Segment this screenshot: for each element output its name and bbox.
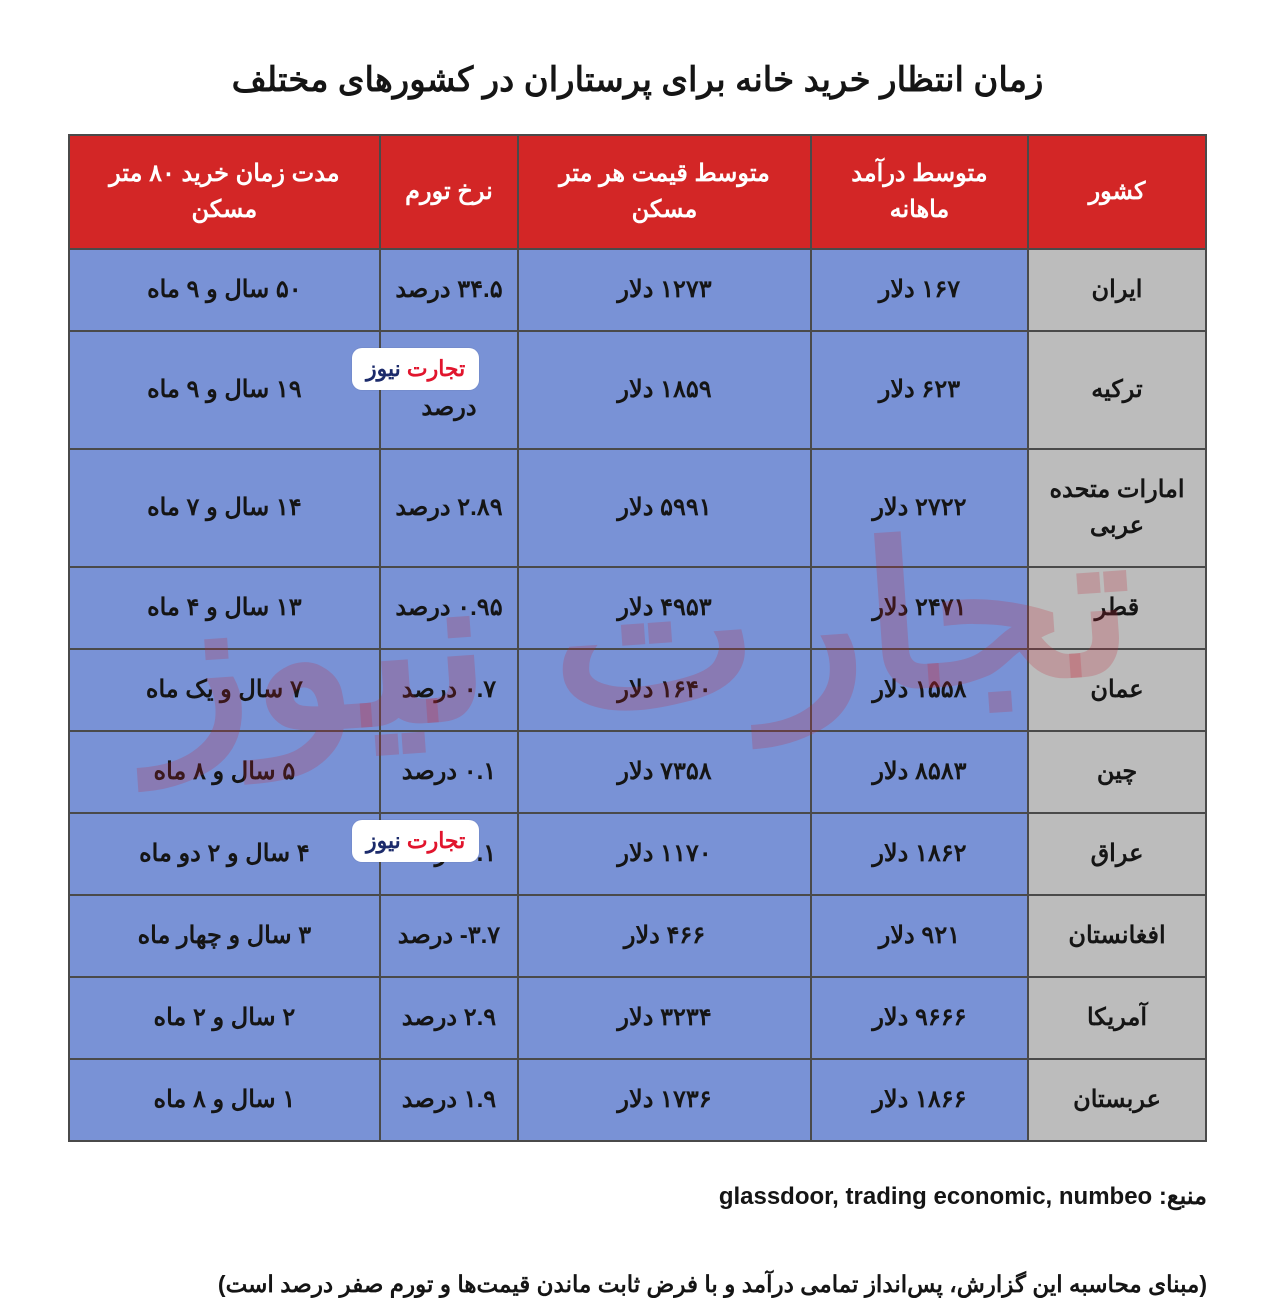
table-row: امارات متحده عربی۲۷۲۲ دلار۵۹۹۱ دلار۲.۸۹ … xyxy=(69,449,1206,567)
cell-income: ۱۵۵۸ دلار xyxy=(811,649,1028,731)
table-header-row: کشور متوسط درآمد ماهانه متوسط قیمت هر مت… xyxy=(69,135,1206,249)
cell-country: افغانستان xyxy=(1028,895,1206,977)
cell-inflation: ۲.۹ درصد xyxy=(380,977,518,1059)
cell-price: ۴۹۵۳ دلار xyxy=(518,567,811,649)
cell-price: ۱۸۵۹ دلار xyxy=(518,331,811,449)
cell-price: ۱۷۳۶ دلار xyxy=(518,1059,811,1141)
table-row: چین۸۵۸۳ دلار۷۳۵۸ دلار۰.۱ درصد۵ سال و ۸ م… xyxy=(69,731,1206,813)
cell-income: ۸۵۸۳ دلار xyxy=(811,731,1028,813)
cell-income: ۹۶۶۶ دلار xyxy=(811,977,1028,1059)
cell-country: قطر xyxy=(1028,567,1206,649)
cell-time: ۷ سال و یک ماه xyxy=(69,649,380,731)
cell-time: ۳ سال و چهار ماه xyxy=(69,895,380,977)
col-price-per-m: متوسط قیمت هر متر مسکن xyxy=(518,135,811,249)
cell-time: ۱۳ سال و ۴ ماه xyxy=(69,567,380,649)
cell-country: عراق xyxy=(1028,813,1206,895)
table-row: عربستان۱۸۶۶ دلار۱۷۳۶ دلار۱.۹ درصد۱ سال و… xyxy=(69,1059,1206,1141)
cell-inflation: ۱.۹ درصد xyxy=(380,1059,518,1141)
brand-badge-2: تجارت نیوز xyxy=(352,820,479,862)
cell-income: ۱۸۶۶ دلار xyxy=(811,1059,1028,1141)
col-country: کشور xyxy=(1028,135,1206,249)
brand-badge-2-second: نیوز xyxy=(366,828,401,853)
cell-time: ۵۰ سال و ۹ ماه xyxy=(69,249,380,331)
cell-price: ۱۲۷۳ دلار xyxy=(518,249,811,331)
cell-country: ایران xyxy=(1028,249,1206,331)
cell-income: ۲۷۲۲ دلار xyxy=(811,449,1028,567)
cell-country: ترکیه xyxy=(1028,331,1206,449)
col-inflation: نرخ تورم xyxy=(380,135,518,249)
comparison-table: کشور متوسط درآمد ماهانه متوسط قیمت هر مت… xyxy=(68,134,1207,1142)
table-body: ایران۱۶۷ دلار۱۲۷۳ دلار۳۴.۵ درصد۵۰ سال و … xyxy=(69,249,1206,1141)
cell-inflation: ۰.۹۵ درصد xyxy=(380,567,518,649)
cell-price: ۱۶۴۰ دلار xyxy=(518,649,811,731)
cell-price: ۳۲۳۴ دلار xyxy=(518,977,811,1059)
cell-time: ۲ سال و ۲ ماه xyxy=(69,977,380,1059)
table-row: ترکیه۶۲۳ دلار۱۸۵۹ دلار۴۴.۳۸ درصد۱۹ سال و… xyxy=(69,331,1206,449)
brand-badge-1-second: نیوز xyxy=(366,356,401,381)
cell-country: آمریکا xyxy=(1028,977,1206,1059)
cell-time: ۱ سال و ۸ ماه xyxy=(69,1059,380,1141)
source-label: منبع: xyxy=(1159,1183,1207,1210)
cell-country: عربستان xyxy=(1028,1059,1206,1141)
brand-badge-2-first: تجارت xyxy=(407,828,465,853)
cell-income: ۶۲۳ دلار xyxy=(811,331,1028,449)
cell-price: ۴۶۶ دلار xyxy=(518,895,811,977)
cell-income: ۱۶۷ دلار xyxy=(811,249,1028,331)
col-monthly-income: متوسط درآمد ماهانه xyxy=(811,135,1028,249)
brand-badge-1-first: تجارت xyxy=(407,356,465,381)
calculation-note: (مبنای محاسبه این گزارش، پس‌انداز تمامی … xyxy=(68,1271,1207,1298)
page-container: تجارت نیوز زمان انتظار خرید خانه برای پر… xyxy=(0,0,1275,1298)
cell-inflation: ۲.۸۹ درصد xyxy=(380,449,518,567)
cell-inflation: ۰.۱ درصد xyxy=(380,731,518,813)
cell-country: امارات متحده عربی xyxy=(1028,449,1206,567)
table-row: عمان۱۵۵۸ دلار۱۶۴۰ دلار۰.۷ درصد۷ سال و یک… xyxy=(69,649,1206,731)
cell-inflation: ۰.۷ درصد xyxy=(380,649,518,731)
cell-time: ۵ سال و ۸ ماه xyxy=(69,731,380,813)
brand-badge-1: تجارت نیوز xyxy=(352,348,479,390)
cell-price: ۵۹۹۱ دلار xyxy=(518,449,811,567)
table-row: قطر۲۴۷۱ دلار۴۹۵۳ دلار۰.۹۵ درصد۱۳ سال و ۴… xyxy=(69,567,1206,649)
source-line: منبع: glassdoor, trading economic, numbe… xyxy=(68,1182,1207,1211)
cell-time: ۱۴ سال و ۷ ماه xyxy=(69,449,380,567)
cell-income: ۱۸۶۲ دلار xyxy=(811,813,1028,895)
cell-inflation: ۳.۷- درصد xyxy=(380,895,518,977)
cell-price: ۱۱۷۰ دلار xyxy=(518,813,811,895)
cell-time: ۱۹ سال و ۹ ماه xyxy=(69,331,380,449)
cell-country: چین xyxy=(1028,731,1206,813)
cell-income: ۹۲۱ دلار xyxy=(811,895,1028,977)
source-list: glassdoor, trading economic, numbeo xyxy=(719,1183,1152,1210)
table-row: عراق۱۸۶۲ دلار۱۱۷۰ دلار۳.۱ درصد۴ سال و ۲ … xyxy=(69,813,1206,895)
table-row: آمریکا۹۶۶۶ دلار۳۲۳۴ دلار۲.۹ درصد۲ سال و … xyxy=(69,977,1206,1059)
cell-country: عمان xyxy=(1028,649,1206,731)
cell-inflation: ۳۴.۵ درصد xyxy=(380,249,518,331)
cell-price: ۷۳۵۸ دلار xyxy=(518,731,811,813)
table-row: ایران۱۶۷ دلار۱۲۷۳ دلار۳۴.۵ درصد۵۰ سال و … xyxy=(69,249,1206,331)
table-row: افغانستان۹۲۱ دلار۴۶۶ دلار۳.۷- درصد۳ سال … xyxy=(69,895,1206,977)
cell-time: ۴ سال و ۲ دو ماه xyxy=(69,813,380,895)
page-title: زمان انتظار خرید خانه برای پرستاران در ک… xyxy=(68,60,1207,100)
cell-income: ۲۴۷۱ دلار xyxy=(811,567,1028,649)
col-time-to-buy: مدت زمان خرید ۸۰ متر مسکن xyxy=(69,135,380,249)
